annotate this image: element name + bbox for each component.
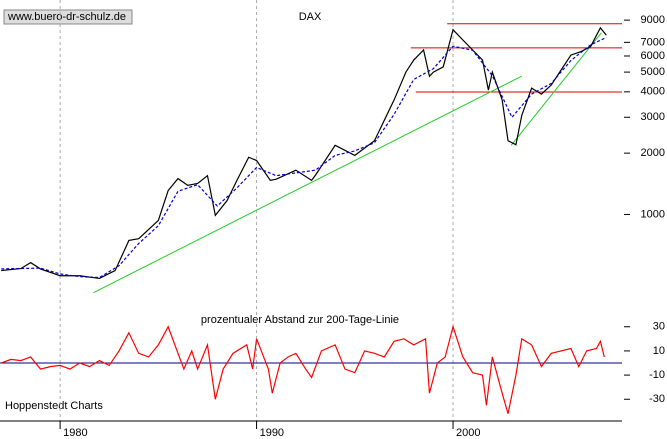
y-tick-label: 30 [653,321,665,333]
y-tick-label: 10 [653,345,665,357]
series-line [1,26,607,280]
series-line [1,36,607,279]
y-tick-label: -10 [649,369,665,381]
source-box [3,9,133,25]
x-tick-label: 1990 [260,427,284,439]
trend-line [510,32,602,146]
x-tick-label: 2000 [456,427,480,439]
y-tick-label: 7000 [641,36,665,48]
panel-title: prozentualer Abstand zur 200-Tage-Linie [201,314,399,326]
y-tick-label: 3000 [641,111,665,123]
y-tick-label: 9000 [641,14,665,26]
y-tick-label: 6000 [641,50,665,62]
y-tick-label: 1000 [641,208,665,220]
trend-line [93,75,523,294]
series-line [0,324,605,414]
chart-title: DAX [299,11,322,23]
y-tick-label: 4000 [641,86,665,98]
y-tick-label: 2000 [641,147,665,159]
source: www.buero-dr-schulz.de [7,11,126,23]
x-tick-label: 1980 [63,427,87,439]
y-tick-label: 5000 [641,66,665,78]
y-tick-label: -30 [649,393,665,405]
credit: Hoppenstedt Charts [5,400,103,412]
